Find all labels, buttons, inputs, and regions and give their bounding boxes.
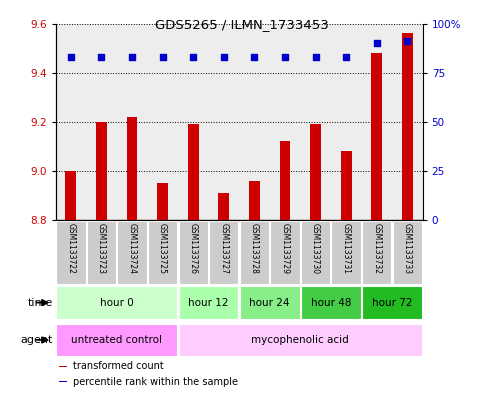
Text: percentile rank within the sample: percentile rank within the sample [73,376,238,387]
Point [220,54,227,60]
Point [159,54,167,60]
Bar [157,183,168,220]
Bar [178,24,209,220]
Text: hour 12: hour 12 [188,298,229,308]
Bar [402,33,412,220]
Point [98,54,105,60]
Bar [270,24,300,220]
Text: transformed count: transformed count [73,362,164,371]
Text: hour 72: hour 72 [372,298,412,308]
Point [251,54,258,60]
Bar [331,221,361,284]
Bar [301,286,361,319]
Text: hour 48: hour 48 [311,298,351,308]
Text: time: time [28,298,53,308]
Bar [218,193,229,220]
Text: GSM1133732: GSM1133732 [372,223,381,274]
Bar [301,221,330,284]
Bar [179,286,239,319]
Bar [96,122,107,220]
Bar [127,117,137,220]
Bar [240,221,269,284]
Text: GSM1133727: GSM1133727 [219,223,228,274]
Bar [56,324,177,356]
Bar [331,24,361,220]
Bar [86,24,117,220]
Text: GSM1133731: GSM1133731 [341,223,351,274]
Point [403,38,411,44]
Bar [147,24,178,220]
Text: hour 0: hour 0 [100,298,134,308]
Bar [300,24,331,220]
Bar [179,324,422,356]
Bar [341,151,352,220]
Bar [310,124,321,220]
Bar [280,141,290,220]
Text: agent: agent [21,335,53,345]
Bar [117,221,147,284]
Bar [362,286,422,319]
Point [342,54,350,60]
Bar [209,221,239,284]
Text: GSM1133730: GSM1133730 [311,223,320,274]
Point [189,54,197,60]
Bar [59,366,67,367]
Bar [239,24,270,220]
Bar [56,24,86,220]
Point [67,54,75,60]
Bar [249,181,260,220]
Text: mycophenolic acid: mycophenolic acid [251,335,349,345]
Bar [117,24,147,220]
Bar [361,24,392,220]
Point [373,40,381,46]
Point [128,54,136,60]
Bar [148,221,177,284]
Text: GSM1133722: GSM1133722 [66,223,75,274]
Text: GSM1133729: GSM1133729 [281,223,289,274]
Bar [56,286,177,319]
Text: hour 24: hour 24 [249,298,290,308]
Bar [371,53,382,220]
Bar [209,24,239,220]
Bar [393,221,422,284]
Bar [179,221,208,284]
Text: GSM1133728: GSM1133728 [250,223,259,274]
Point [281,54,289,60]
Text: untreated control: untreated control [71,335,162,345]
Bar [392,24,423,220]
Bar [59,381,67,382]
Bar [66,171,76,220]
Text: GSM1133724: GSM1133724 [128,223,137,274]
Bar [87,221,116,284]
Bar [362,221,391,284]
Text: GSM1133725: GSM1133725 [158,223,167,274]
Text: GSM1133733: GSM1133733 [403,223,412,274]
Text: GSM1133723: GSM1133723 [97,223,106,274]
Point [312,54,319,60]
Bar [188,124,199,220]
Text: GSM1133726: GSM1133726 [189,223,198,274]
Text: GDS5265 / ILMN_1733453: GDS5265 / ILMN_1733453 [155,18,328,31]
Bar [240,286,299,319]
Bar [56,221,85,284]
Bar [270,221,299,284]
